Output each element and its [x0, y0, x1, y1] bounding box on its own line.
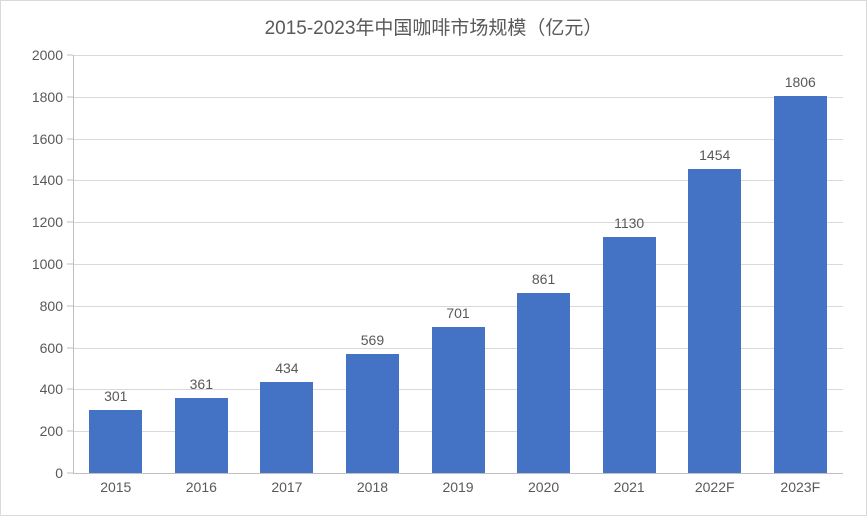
- bar-value-label: 361: [190, 376, 213, 392]
- x-tick-label: 2017: [244, 479, 330, 495]
- y-tick-label: 200: [40, 423, 63, 439]
- bar: 1806: [774, 96, 827, 473]
- bar: 569: [346, 354, 399, 473]
- y-tick-label: 600: [40, 340, 63, 356]
- bar: 1130: [603, 237, 656, 473]
- y-tick-label: 1600: [32, 131, 63, 147]
- x-tick-label: 2020: [501, 479, 587, 495]
- bar-value-label: 569: [361, 332, 384, 348]
- bar-value-label: 701: [446, 305, 469, 321]
- bar: 701: [432, 327, 485, 474]
- x-tick-label: 2019: [415, 479, 501, 495]
- bar-slot: 1130: [586, 55, 672, 473]
- x-tick-label: 2022F: [672, 479, 758, 495]
- bar-slot: 1806: [758, 55, 844, 473]
- chart-title: 2015-2023年中国咖啡市场规模（亿元）: [1, 13, 866, 40]
- bar-value-label: 1806: [785, 74, 816, 90]
- y-tick-label: 0: [55, 465, 63, 481]
- x-tick-label: 2015: [73, 479, 159, 495]
- bar-slot: 569: [330, 55, 416, 473]
- bar-slot: 301: [73, 55, 159, 473]
- y-tick-label: 400: [40, 381, 63, 397]
- bar-value-label: 301: [104, 388, 127, 404]
- y-tick-label: 2000: [32, 47, 63, 63]
- bar-value-label: 1454: [699, 147, 730, 163]
- bar: 301: [89, 410, 142, 473]
- bar-value-label: 434: [275, 360, 298, 376]
- bar-slot: 361: [159, 55, 245, 473]
- bar-slot: 1454: [672, 55, 758, 473]
- y-tick-label: 1000: [32, 256, 63, 272]
- y-tick-label: 1400: [32, 172, 63, 188]
- x-tick-label: 2021: [586, 479, 672, 495]
- y-tick-label: 1200: [32, 214, 63, 230]
- plot-area: 0200400600800100012001400160018002000301…: [73, 55, 843, 473]
- bar: 434: [260, 382, 313, 473]
- x-tick-label: 2018: [330, 479, 416, 495]
- bar-value-label: 861: [532, 271, 555, 287]
- y-tick-label: 1800: [32, 89, 63, 105]
- bar-slot: 861: [501, 55, 587, 473]
- bar: 861: [517, 293, 570, 473]
- bar-slot: 434: [244, 55, 330, 473]
- gridline: [73, 473, 843, 474]
- bar: 361: [175, 398, 228, 473]
- y-tick-label: 800: [40, 298, 63, 314]
- x-axis-labels: 20152016201720182019202020212022F2023F: [73, 479, 843, 495]
- bar-slot: 701: [415, 55, 501, 473]
- bar: 1454: [688, 169, 741, 473]
- chart-container: 2015-2023年中国咖啡市场规模（亿元） 02004006008001000…: [0, 0, 867, 516]
- x-tick-label: 2023F: [758, 479, 844, 495]
- x-tick-label: 2016: [159, 479, 245, 495]
- bar-value-label: 1130: [614, 215, 644, 231]
- bars-row: 301 361 434 569 701 861 1130 1454 1806: [73, 55, 843, 473]
